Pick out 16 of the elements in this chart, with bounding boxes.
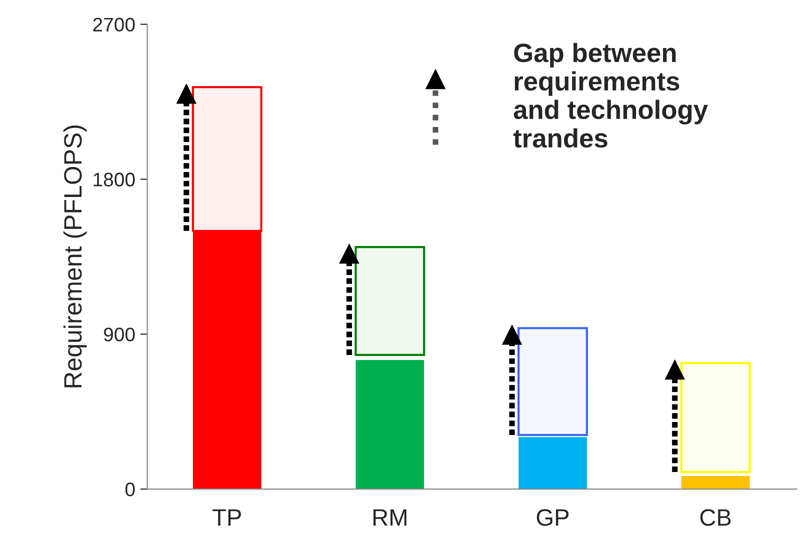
bar — [518, 437, 587, 490]
annotation: Gap between requirements and technology trandes — [513, 42, 708, 148]
y-axis-title: Requirement (PFLOPS) — [63, 126, 87, 388]
x-tick-label: TP — [212, 509, 241, 526]
bar — [517, 327, 588, 436]
y-tick-label: 0 — [125, 482, 135, 496]
x-tick-label: GP — [536, 509, 569, 526]
bar — [681, 476, 750, 490]
bar — [680, 362, 751, 474]
y-tick-label: 2700 — [93, 18, 135, 32]
bar — [356, 360, 424, 490]
y-tick-label: 900 — [104, 328, 135, 342]
y-tick-label: 1800 — [94, 172, 135, 186]
x-tick-label: RM — [373, 509, 406, 526]
bar — [354, 246, 426, 356]
x-tick-label: CB — [700, 509, 731, 526]
